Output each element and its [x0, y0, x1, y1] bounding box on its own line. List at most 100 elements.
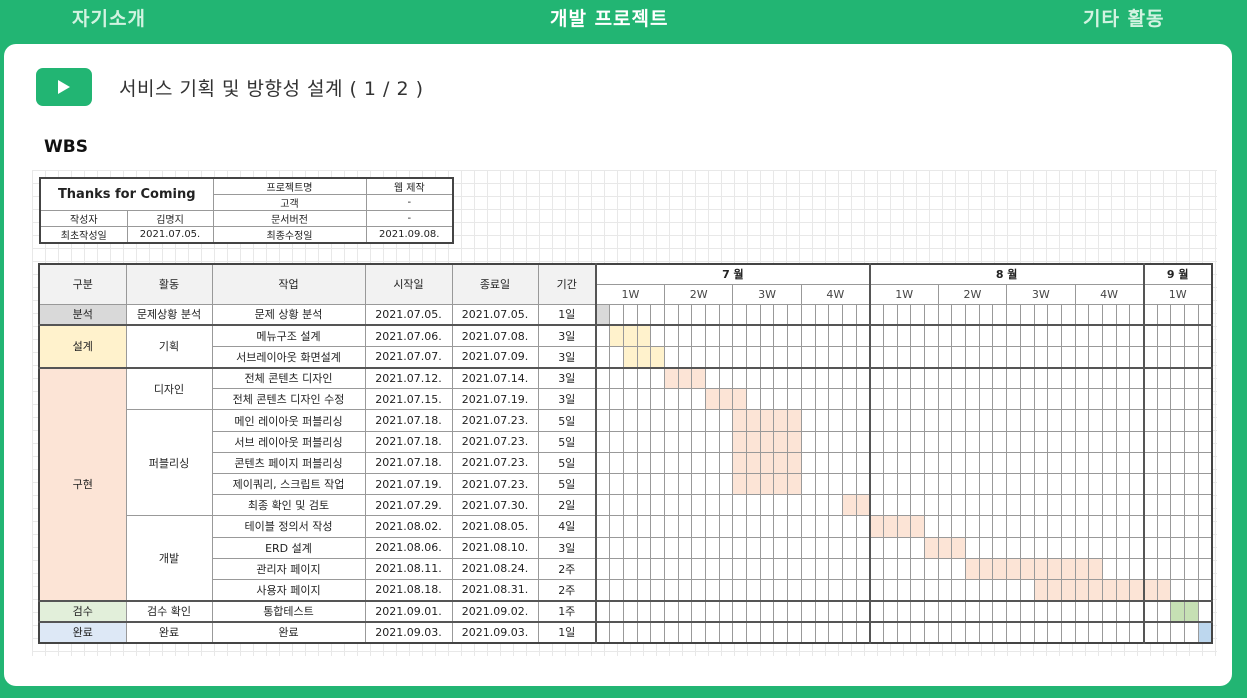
project-name-label: 프로젝트명	[212, 177, 367, 195]
gantt-cell	[965, 324, 980, 347]
gantt-cell	[1006, 578, 1021, 602]
gantt-cell	[1115, 494, 1131, 517]
end-cell: 2021.08.10.	[451, 536, 539, 559]
gantt-cell	[910, 599, 925, 623]
gantt-cell	[814, 366, 830, 390]
gantt-cell	[787, 303, 802, 326]
gantt-cell	[1047, 578, 1062, 602]
gantt-cell	[705, 303, 720, 326]
gantt-cell	[677, 515, 693, 538]
gantt-cell	[1170, 388, 1186, 411]
gantt-cell	[814, 578, 830, 602]
gantt-cell	[650, 599, 665, 623]
gantt-cell	[1129, 620, 1144, 644]
gantt-cell	[1129, 366, 1144, 390]
gantt-cell	[759, 536, 775, 559]
gantt-cell	[1101, 536, 1117, 559]
gantt-cell	[841, 409, 857, 432]
gantt-cell	[896, 515, 912, 538]
gantt-cell	[1129, 557, 1144, 580]
gantt-cell	[773, 430, 789, 453]
gantt-cell	[868, 515, 884, 538]
gantt-cell	[1156, 324, 1172, 347]
gantt-cell	[828, 366, 843, 390]
gantt-cell	[1060, 409, 1076, 432]
gantt-cell	[924, 366, 939, 390]
gantt-cell	[595, 451, 611, 475]
gantt-cell	[705, 366, 720, 390]
start-cell: 2021.07.07.	[364, 345, 453, 369]
category-cell: 분석	[38, 303, 127, 326]
gantt-cell	[1170, 409, 1186, 432]
content-card: 서비스 기획 및 방향성 설계 ( 1 / 2 ) WBS Thanks for…	[4, 44, 1232, 686]
gantt-cell	[718, 303, 734, 326]
task-cell: 서브 레이아웃 퍼블리싱	[211, 430, 366, 453]
gantt-cell	[622, 472, 638, 496]
gantt-cell	[1184, 515, 1199, 538]
duration-cell: 5일	[537, 409, 597, 432]
gantt-cell	[937, 536, 953, 559]
gantt-cell	[1170, 557, 1186, 580]
gantt-cell	[1184, 578, 1199, 602]
gantt-cell	[691, 536, 706, 559]
gantt-cell	[705, 409, 720, 432]
gantt-cell	[705, 557, 720, 580]
gantt-cell	[622, 324, 638, 347]
gantt-cell	[1115, 472, 1131, 496]
gantt-cell	[1060, 430, 1076, 453]
gantt-cell	[1142, 494, 1158, 517]
gantt-cell	[1033, 388, 1049, 411]
gantt-cell	[1019, 324, 1035, 347]
gantt-cell	[978, 366, 994, 390]
play-button[interactable]	[36, 68, 92, 106]
gantt-cell	[732, 345, 748, 369]
gantt-cell	[1074, 515, 1090, 538]
gantt-cell	[868, 599, 884, 623]
gantt-cell	[1197, 345, 1213, 369]
table-row: 퍼블리싱 메인 레이아웃 퍼블리싱 2021.07.18. 2021.07.23. 5일	[39, 409, 1213, 517]
project-title: Thanks for Coming	[39, 177, 214, 211]
gantt-cell	[732, 494, 748, 517]
gantt-cell	[636, 578, 652, 602]
gantt-cell	[1006, 409, 1021, 432]
end-cell: 2021.08.05.	[451, 515, 539, 538]
created-label: 최초작성일	[39, 226, 128, 244]
gantt-cell	[1088, 451, 1103, 475]
gantt-cell	[855, 472, 871, 496]
header-task: 작업	[211, 263, 366, 305]
gantt-cell	[705, 620, 720, 644]
gantt-cell	[746, 388, 761, 411]
gantt-cell	[746, 515, 761, 538]
gantt-cell	[759, 620, 775, 644]
gantt-cell	[759, 515, 775, 538]
gantt-cell	[882, 515, 898, 538]
gantt-cell	[677, 366, 693, 390]
gantt-cell	[1197, 451, 1213, 475]
gantt-cell	[1115, 388, 1131, 411]
gantt-cell	[759, 430, 775, 453]
gantt-cell	[924, 578, 939, 602]
nav-activities[interactable]: 기타 활동	[1083, 8, 1165, 30]
gantt-cell	[650, 366, 665, 390]
gantt-cell	[650, 324, 665, 347]
gantt-cell	[663, 515, 679, 538]
gantt-cell	[759, 324, 775, 347]
gantt-cell	[978, 578, 994, 602]
week-header: 3W	[732, 283, 802, 305]
gantt-cell	[677, 557, 693, 580]
gantt-cell	[609, 599, 624, 623]
table-row: 사용자 페이지 2021.08.18. 2021.08.31. 2주	[39, 578, 1213, 602]
table-row: 서브레이아웃 화면설계 2021.07.07. 2021.07.09. 3일	[39, 345, 1213, 369]
section-title: 서비스 기획 및 방향성 설계 ( 1 / 2 )	[119, 78, 424, 100]
nav-projects[interactable]: 개발 프로젝트	[550, 8, 669, 30]
gantt-cell	[868, 388, 884, 411]
gantt-cell	[937, 472, 953, 496]
gantt-cell	[650, 515, 665, 538]
table-row: 구현 디자인 전체 콘텐츠 디자인 2021.07.12. 2021.07.14. 3일	[38, 366, 1213, 602]
gantt-cell	[1060, 599, 1076, 623]
nav-intro[interactable]: 자기소개	[72, 8, 146, 30]
gantt-cell	[691, 388, 706, 411]
gantt-cell	[855, 388, 871, 411]
gantt-cell	[1101, 557, 1117, 580]
gantt-cell	[800, 494, 816, 517]
